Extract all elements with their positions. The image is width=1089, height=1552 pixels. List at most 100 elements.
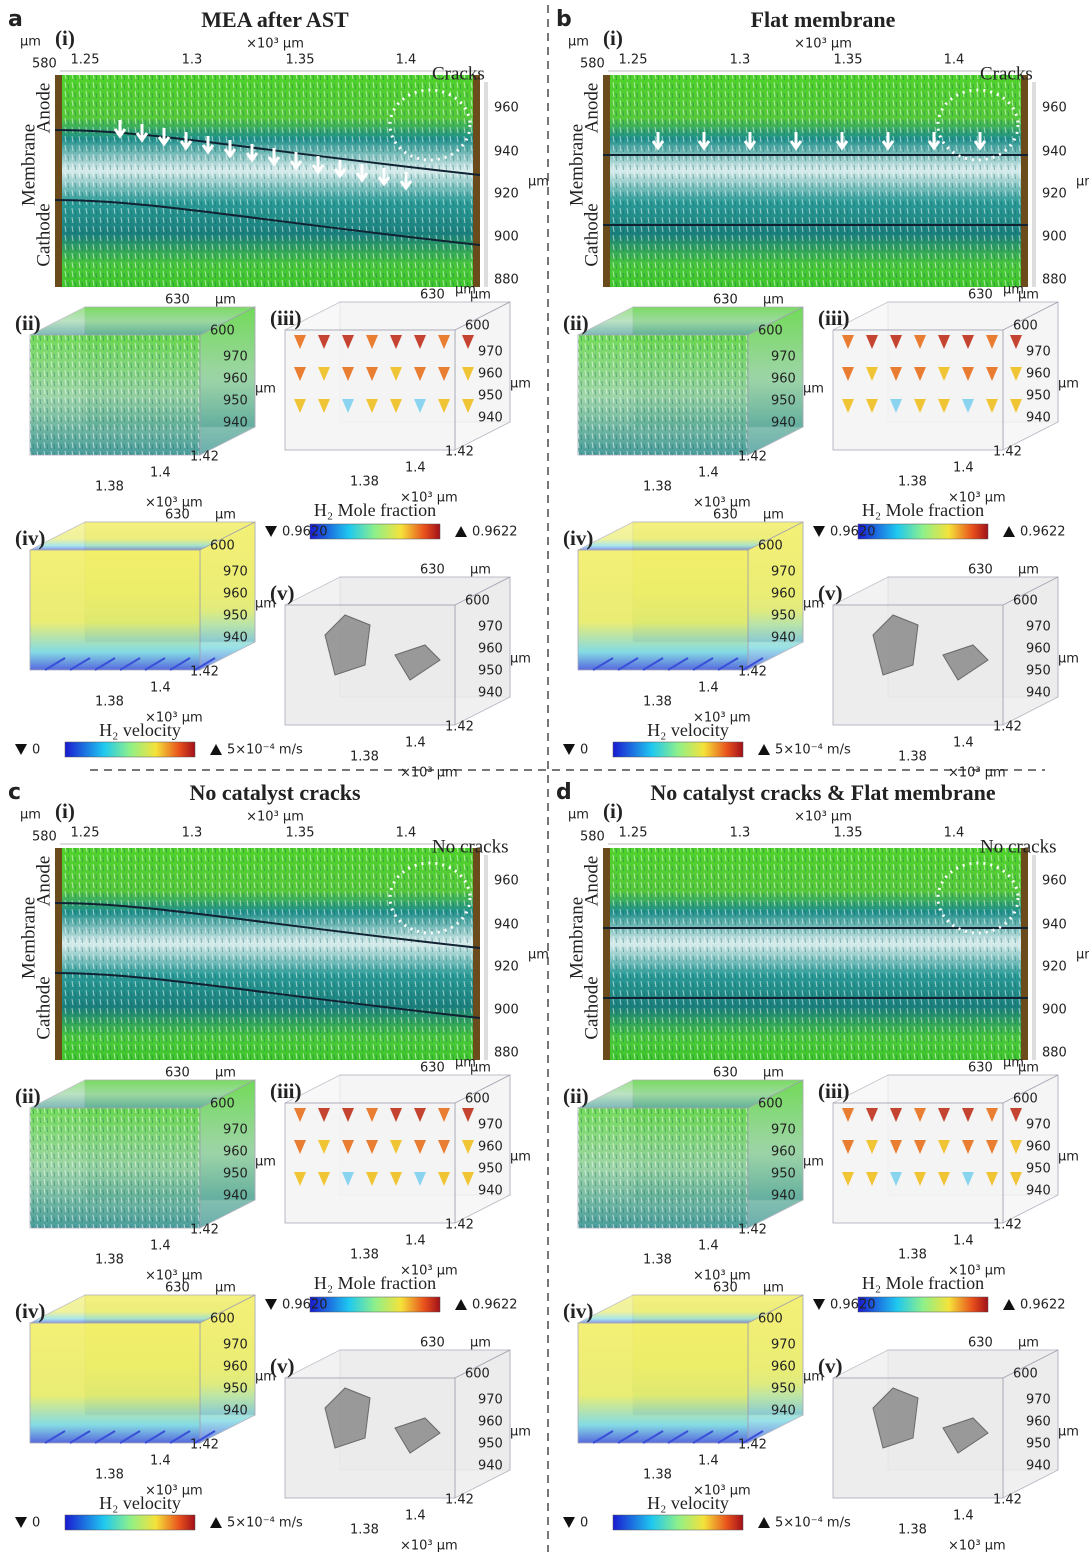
depth-unit: µm	[1018, 1061, 1039, 1076]
arrow	[223, 140, 237, 159]
box-front	[832, 1102, 1004, 1224]
slice	[592, 657, 614, 671]
z-unit: µm	[1058, 1150, 1079, 1165]
annotation: No cracks	[980, 836, 1057, 857]
depth-unit: µm	[763, 1066, 784, 1081]
layer-label: Membrane	[566, 124, 587, 206]
slice	[717, 1430, 739, 1444]
depth-tick: 600	[758, 1097, 783, 1112]
z-tick-label: 970	[223, 350, 248, 365]
cone	[1010, 1172, 1022, 1186]
depth-tick: 600	[210, 539, 235, 554]
subpanel-label: (iv)	[15, 1299, 45, 1323]
x-tick-label: 1.4	[698, 466, 719, 481]
z-tick-label: 960	[478, 1140, 503, 1155]
subpanel-label: (ii)	[15, 311, 41, 335]
annotation: Cracks	[980, 63, 1033, 84]
y-tick-label: 900	[1042, 1003, 1067, 1018]
cone	[414, 1108, 426, 1122]
cone	[342, 1108, 354, 1122]
z-tick-label: 940	[223, 1404, 248, 1419]
z-tick-label: 970	[1026, 1393, 1051, 1408]
box-front	[284, 329, 456, 451]
layer-label: Anode	[33, 83, 54, 134]
layer-label: Cathode	[581, 976, 602, 1039]
z-tick-label: 960	[1026, 1415, 1051, 1430]
highlight	[936, 861, 1020, 935]
x-tick-label: 1.38	[643, 1253, 672, 1268]
depth-tick: 630	[165, 1066, 190, 1081]
cone	[294, 1108, 306, 1122]
cone	[462, 367, 474, 381]
colorbar-title: H₂ Mole fraction	[862, 500, 984, 520]
cone	[366, 1140, 378, 1154]
depth-tick: 630	[968, 1336, 993, 1351]
depth-unit: µm	[470, 288, 491, 303]
arrow	[743, 132, 757, 151]
colorbar-min: 0.9620	[282, 525, 328, 540]
colorbar	[64, 741, 196, 758]
depth-tick: 630	[420, 563, 445, 578]
cone	[842, 367, 854, 381]
cone	[890, 335, 902, 349]
box-front	[29, 1322, 201, 1444]
edge	[55, 75, 62, 287]
z-unit: µm	[803, 1155, 824, 1170]
depth-tick: 600	[465, 1367, 490, 1382]
y-tick-label: 960	[494, 101, 519, 116]
x-tick-label: 1.38	[95, 1468, 124, 1483]
x-tick-label: 1.4	[396, 53, 417, 68]
x-tick-label: 1.42	[993, 720, 1022, 735]
cone	[390, 1140, 402, 1154]
z-tick-label: 940	[771, 416, 796, 431]
colorbar-max: 5×10⁻⁴ m/s	[775, 743, 851, 758]
slice	[592, 1430, 614, 1444]
cone	[962, 367, 974, 381]
x-tick-label: 1.3	[182, 53, 203, 68]
depth-tick: 630	[713, 508, 738, 523]
unit-label: µm	[20, 35, 41, 50]
x-unit: ×10³ µm	[400, 491, 458, 506]
z-tick-label: 940	[771, 631, 796, 646]
cone	[462, 1140, 474, 1154]
z-tick-label: 950	[1026, 389, 1051, 404]
x-tick-label: 1.4	[150, 1454, 171, 1469]
arrow	[113, 120, 127, 139]
depth-unit: µm	[470, 1061, 491, 1076]
cone	[938, 1140, 950, 1154]
min-marker	[563, 744, 575, 755]
slice	[717, 657, 739, 671]
depth-tick: 600	[465, 1092, 490, 1107]
depth-tick: 600	[465, 319, 490, 334]
x-unit: ×10³ µm	[145, 496, 203, 511]
z-unit: µm	[255, 1370, 276, 1385]
y-unit: µm	[1076, 175, 1089, 190]
x-tick-label: 1.38	[350, 1248, 379, 1263]
cone	[1010, 1140, 1022, 1154]
depth-tick: 630	[968, 288, 993, 303]
x-tick-label: 1.42	[993, 1493, 1022, 1508]
x-tick-label: 1.42	[190, 450, 219, 465]
x-unit: ×10³ µm	[145, 1484, 203, 1499]
x-tick-label: 1.4	[953, 461, 974, 476]
slice	[119, 1430, 141, 1444]
y-tick-label: 880	[1042, 1046, 1067, 1061]
arrow	[789, 132, 803, 151]
colorbar-title: H₂ velocity	[99, 720, 181, 740]
cone	[962, 1172, 974, 1186]
y-tick-label: 920	[494, 960, 519, 975]
subpanel-label: (iv)	[15, 526, 45, 550]
x-unit: ×10³ µm	[145, 711, 203, 726]
depth-unit: µm	[763, 1281, 784, 1296]
x-tick-label: 1.42	[445, 1493, 474, 1508]
x-tick-label: 1.4	[150, 1239, 171, 1254]
cone	[890, 1140, 902, 1154]
x-unit: ×10³ µm	[948, 1264, 1006, 1279]
x-unit: ×10³ µm	[948, 1539, 1006, 1552]
y-tick-label: 900	[1042, 230, 1067, 245]
x-tick-label: 1.42	[738, 665, 767, 680]
cone	[914, 1108, 926, 1122]
subpanel-label: (v)	[818, 1354, 843, 1378]
z-unit: µm	[510, 652, 531, 667]
unit-label: µm	[568, 35, 589, 50]
